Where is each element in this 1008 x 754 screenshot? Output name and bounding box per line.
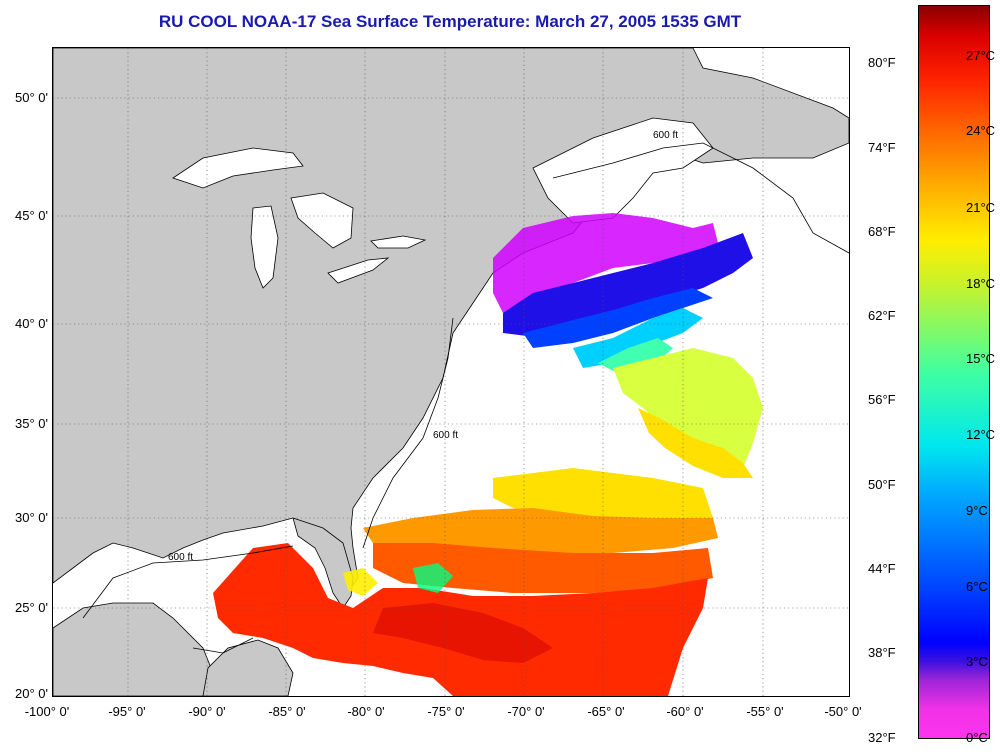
depth-contour-gulf <box>82 545 294 654</box>
colorbar-f-label: 80°F <box>868 55 896 70</box>
lon-tick-label: -75° 0' <box>427 704 465 719</box>
colorbar-f-label: 44°F <box>868 561 896 576</box>
north-america-land <box>53 48 849 589</box>
colorbar-gradient <box>919 6 989 738</box>
contour-label: 600 ft <box>433 430 458 441</box>
colorbar-c-text: 27°C <box>966 48 996 63</box>
colorbar-c-text: 6°C <box>966 579 988 594</box>
colorbar-c-label: 24°C <box>966 123 1008 138</box>
colorbar-c-text: 15°C <box>966 351 996 366</box>
colorbar-c-label: 21°C <box>966 200 1008 215</box>
lon-tick-label: -70° 0' <box>507 704 545 719</box>
colorbar-c-text: 12°C <box>966 427 996 442</box>
lat-tick-label: 30° 0' <box>15 510 48 525</box>
lake-superior <box>172 147 304 189</box>
colorbar-f-label: 56°F <box>868 392 896 407</box>
depth-contour <box>552 142 849 254</box>
contour-label: 600 ft <box>168 552 193 563</box>
lake-erie <box>327 257 390 284</box>
colorbar-f-label: 62°F <box>868 308 896 323</box>
map-title: RU COOL NOAA-17 Sea Surface Temperature:… <box>158 12 742 31</box>
lake-michigan <box>250 205 279 289</box>
yucatan-land <box>202 639 294 696</box>
lon-tick-label: -80° 0' <box>347 704 385 719</box>
gulf-coast-land <box>53 602 229 696</box>
lat-tick-label: 45° 0' <box>15 208 48 223</box>
colorbar-f-label: 68°F <box>868 224 896 239</box>
colorbar-c-text: 21°C <box>966 200 996 215</box>
sst-map-svg: 600 ft 600 ft 600 ft <box>53 48 849 696</box>
colorbar-c-label: 3°C <box>966 654 1008 669</box>
lon-tick-label: -60° 0' <box>666 704 704 719</box>
colorbar-c-label: 15°C <box>966 351 1008 366</box>
lon-tick-label: -50° 0' <box>824 704 862 719</box>
lat-tick-label: 40° 0' <box>15 316 48 331</box>
colorbar-c-text: 0°C <box>966 730 988 745</box>
colorbar-c-label: 18°C <box>966 276 1008 291</box>
colorbar-c-label: 6°C <box>966 579 1008 594</box>
colorbar-c-text: 24°C <box>966 123 996 138</box>
lon-tick-label: -95° 0' <box>108 704 146 719</box>
colorbar-c-text: 9°C <box>966 503 988 518</box>
temperature-colorbar <box>918 5 990 739</box>
colorbar-f-label: 32°F <box>868 730 896 745</box>
colorbar-c-label: 9°C <box>966 503 1008 518</box>
lon-tick-label: -55° 0' <box>746 704 784 719</box>
lat-tick-label: 20° 0' <box>15 686 48 701</box>
graticule <box>53 48 849 696</box>
lat-tick-label: 35° 0' <box>15 416 48 431</box>
colorbar-c-label: 12°C <box>966 427 1008 442</box>
colorbar-f-label: 50°F <box>868 477 896 492</box>
lat-tick-label: 50° 0' <box>15 90 48 105</box>
sst-map[interactable]: 600 ft 600 ft 600 ft <box>52 47 850 697</box>
lon-tick-label: -100° 0' <box>24 704 70 719</box>
lon-tick-label: -90° 0' <box>188 704 226 719</box>
lake-huron <box>290 192 354 249</box>
colorbar-f-label: 74°F <box>868 140 896 155</box>
colorbar-c-label: 0°C <box>966 730 1008 745</box>
colorbar-c-text: 3°C <box>966 654 988 669</box>
colorbar-c-text: 18°C <box>966 276 996 291</box>
lon-tick-label: -85° 0' <box>268 704 306 719</box>
colorbar-c-label: 27°C <box>966 48 1008 63</box>
lon-tick-label: -65° 0' <box>587 704 625 719</box>
sst-data-layer <box>213 213 763 696</box>
contour-label: 600 ft <box>653 130 678 141</box>
lat-tick-label: 25° 0' <box>15 600 48 615</box>
lake-ontario <box>370 235 427 249</box>
colorbar-f-label: 38°F <box>868 645 896 660</box>
